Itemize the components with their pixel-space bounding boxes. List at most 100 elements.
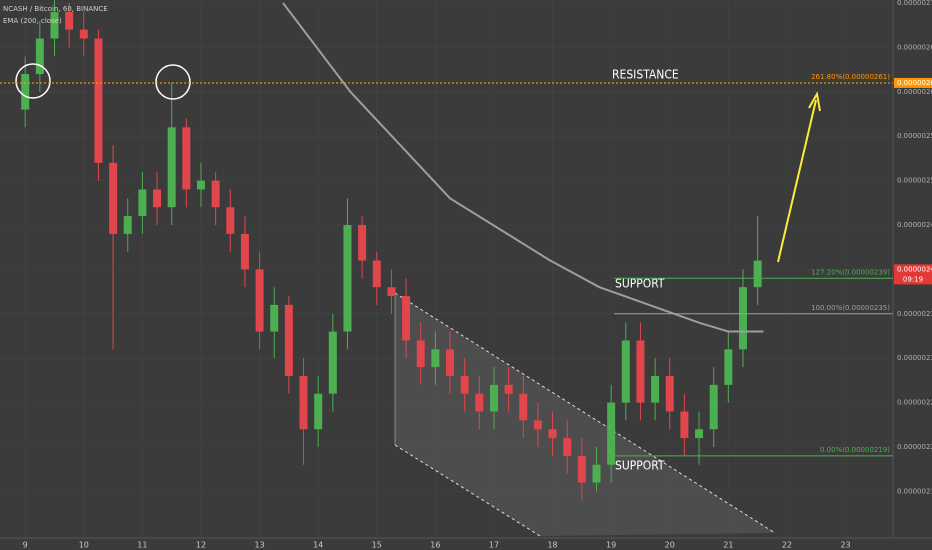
y-tick-label: 0.00000250 xyxy=(897,177,932,185)
candle-body xyxy=(548,429,557,439)
candle-body xyxy=(738,287,747,350)
x-tick-label: 14 xyxy=(313,541,323,550)
highlight-circle xyxy=(15,63,51,99)
candle-body xyxy=(50,11,59,39)
y-tick-label: 0.00000255 xyxy=(897,132,932,140)
candle-body xyxy=(563,438,572,456)
candle-body xyxy=(387,287,396,297)
candle-body xyxy=(621,340,630,403)
level-label: 100.00%(0.00000235) xyxy=(811,304,890,312)
price-tag xyxy=(894,264,932,275)
y-tick-label: 0.00000270 xyxy=(897,0,932,7)
candle-body xyxy=(519,393,528,421)
candle-body xyxy=(577,455,586,483)
channel-fill xyxy=(395,293,775,536)
x-tick-label: 9 xyxy=(23,541,28,550)
level-label: 127.20%(0.00000239) xyxy=(811,268,890,276)
candle-body xyxy=(695,429,704,439)
candle-body xyxy=(240,233,249,270)
candle-body xyxy=(358,225,367,261)
y-tick-label: 0.00000260 xyxy=(897,88,932,96)
candle-body xyxy=(343,225,352,332)
y-tick-label: 0.00000230 xyxy=(897,354,932,362)
x-tick-label: 19 xyxy=(606,541,616,550)
candle-body xyxy=(65,11,74,30)
channel-upper xyxy=(394,292,776,534)
candle-body xyxy=(592,464,601,483)
candle-body xyxy=(475,393,484,412)
x-tick-label: 15 xyxy=(372,541,382,550)
candle-body xyxy=(182,127,191,190)
x-tick-label: 20 xyxy=(665,541,675,550)
level-label: 0.00%(0.00000219) xyxy=(820,446,890,454)
candle-body xyxy=(753,260,762,288)
candle-body xyxy=(255,269,264,332)
x-tick-label: 23 xyxy=(840,541,850,550)
y-tick-label: 0.00000225 xyxy=(897,399,932,407)
annotation: RESISTANCE xyxy=(612,68,679,82)
candle-body xyxy=(211,180,220,208)
candle-body xyxy=(94,38,103,163)
time-tag-label: 09:19 xyxy=(903,275,923,283)
target-arrowhead xyxy=(808,91,821,112)
candle-body xyxy=(416,340,425,368)
candle-body xyxy=(504,384,513,394)
candle-body xyxy=(636,340,645,403)
target-arrow xyxy=(777,99,817,263)
y-tick-label: 0.00000235 xyxy=(897,310,932,318)
highlight-circle xyxy=(155,64,191,100)
price-tag xyxy=(894,77,932,88)
candle-body xyxy=(196,180,205,190)
candle-body xyxy=(489,384,498,412)
candle-body xyxy=(533,420,542,430)
candle-body xyxy=(167,127,176,208)
time-tag xyxy=(894,274,932,285)
y-tick-label: 0.00000220 xyxy=(897,443,932,451)
x-tick-label: 18 xyxy=(547,541,557,550)
candle-body xyxy=(431,349,440,368)
x-tick-label: 10 xyxy=(79,541,89,550)
chart-title: NCASH / Bitcoin, 60, BINANCE xyxy=(3,5,108,13)
candle-body xyxy=(607,402,616,465)
x-tick-label: 17 xyxy=(489,541,499,550)
x-tick-label: 12 xyxy=(196,541,206,550)
candle-body xyxy=(35,38,44,75)
candle-body xyxy=(709,384,718,430)
y-tick-label: 0.00000215 xyxy=(897,487,932,495)
candle-body xyxy=(284,304,293,376)
x-tick-label: 11 xyxy=(137,541,147,550)
candle-body xyxy=(21,74,30,110)
candle-body xyxy=(665,375,674,412)
level-label: 261.80%(0.00000261) xyxy=(811,73,890,81)
x-tick-label: 22 xyxy=(782,541,792,550)
ema-line xyxy=(282,2,764,333)
indicator-label: EMA (200, close) xyxy=(3,17,62,25)
candle-body xyxy=(314,393,323,430)
candle-body xyxy=(109,162,118,234)
candle-body xyxy=(226,207,235,234)
plot xyxy=(21,0,764,501)
candle-body xyxy=(402,296,411,341)
candle-body xyxy=(446,349,455,376)
candle-body xyxy=(299,375,308,430)
x-tick-label: 13 xyxy=(254,541,264,550)
candle-body xyxy=(460,375,469,394)
channel-lower xyxy=(394,444,541,537)
annotation: SUPPORT xyxy=(615,277,665,291)
candle-body xyxy=(153,189,162,208)
candle-body xyxy=(328,331,337,394)
x-tick-label: 21 xyxy=(723,541,733,550)
candle-body xyxy=(680,411,689,439)
grid xyxy=(0,0,893,538)
candle-body xyxy=(372,260,381,288)
y-tick-label: 0.00000265 xyxy=(897,43,932,51)
annotation: SUPPORT xyxy=(615,459,665,473)
candle-body xyxy=(270,304,279,332)
y-tick-label: 0.00000245 xyxy=(897,221,932,229)
candle-body xyxy=(123,216,132,234)
x-tick-label: 16 xyxy=(430,541,440,550)
price-tag-label: 0.00000240 xyxy=(897,265,932,273)
price-tag-label: 0.00000261 xyxy=(897,79,932,87)
candle-body xyxy=(724,349,733,385)
